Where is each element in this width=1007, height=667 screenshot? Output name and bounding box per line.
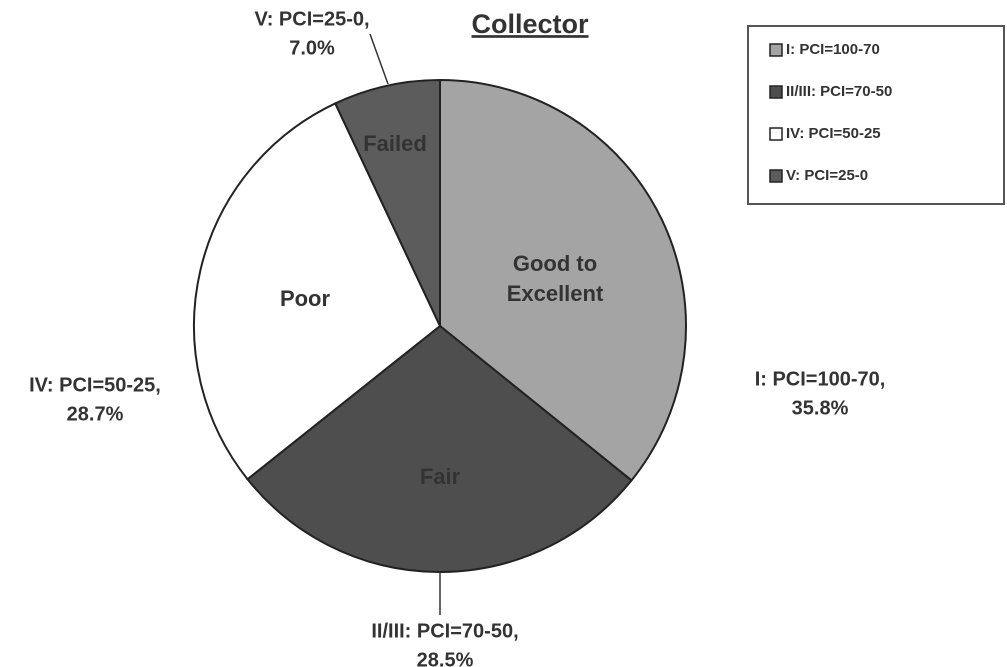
value-label: 28.5% (417, 649, 474, 667)
data-label: V: PCI=25-0, (254, 8, 369, 30)
legend-label: II/III: PCI=70-50 (786, 83, 892, 100)
legend-swatch (769, 43, 783, 57)
slice-label: Failed (363, 131, 427, 156)
legend-box (747, 25, 1005, 205)
legend-swatch (769, 85, 783, 99)
legend-label: V: PCI=25-0 (786, 167, 868, 184)
value-label: 35.8% (792, 397, 849, 419)
slice-label: Poor (280, 286, 331, 311)
leader-line (369, 33, 389, 85)
data-label: II/III: PCI=70-50, (371, 620, 518, 642)
slice-label: Fair (420, 464, 461, 489)
legend-label: I: PCI=100-70 (786, 41, 880, 58)
pie-slice (439, 78, 687, 482)
value-label: 28.7% (67, 403, 124, 425)
legend-swatch (769, 169, 783, 183)
data-label: I: PCI=100-70, (755, 368, 886, 390)
legend-swatch (769, 127, 783, 141)
slice-label: Excellent (507, 281, 604, 306)
pie-slice (246, 324, 633, 573)
chart-title: Collector (471, 9, 589, 39)
legend-label: IV: PCI=50-25 (786, 125, 881, 142)
slice-label: Good to (513, 251, 597, 276)
value-label: 7.0% (289, 37, 335, 59)
data-label: IV: PCI=50-25, (29, 374, 161, 396)
pie-slice (333, 78, 441, 327)
